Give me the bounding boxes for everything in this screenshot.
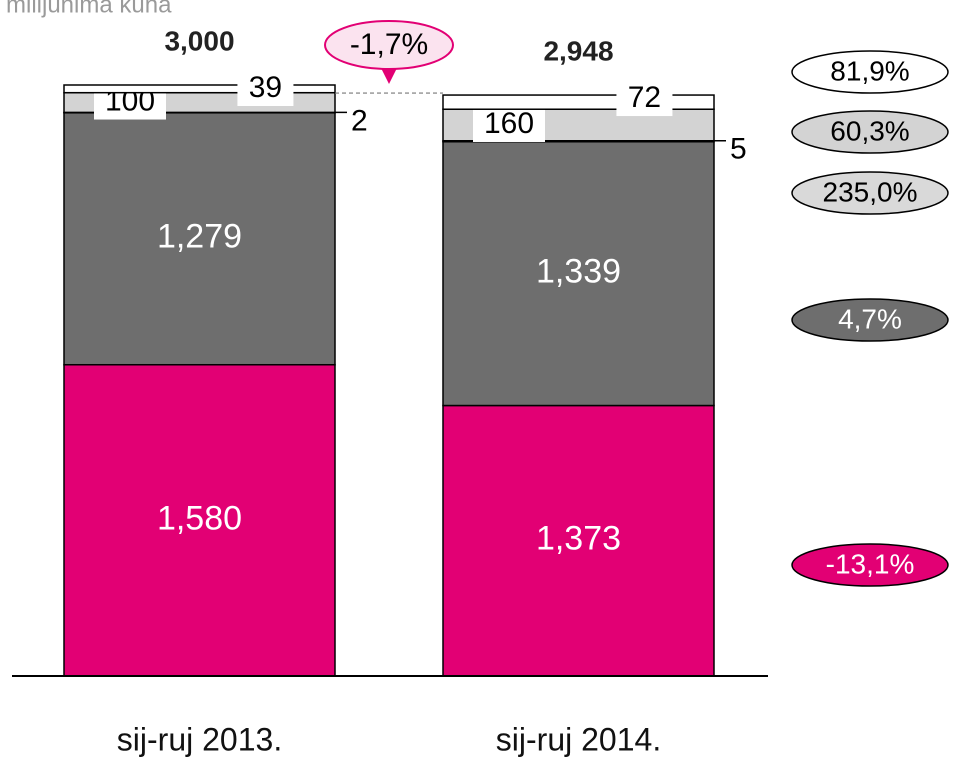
label-box <box>237 72 294 106</box>
value-label: 160 <box>484 107 534 140</box>
growth-bubble <box>791 110 949 154</box>
value-label: 1,373 <box>536 520 621 558</box>
growth-label: 4,7% <box>838 303 902 334</box>
value-label: 1,339 <box>536 253 621 291</box>
bar-segment <box>442 404 715 677</box>
bar-segment <box>63 84 336 94</box>
value-label: 2 <box>351 104 368 137</box>
subtitle: u milijunima kuna <box>0 0 172 18</box>
value-label: 1,580 <box>157 499 242 537</box>
change-bubble <box>324 20 454 70</box>
growth-bubble <box>791 50 949 94</box>
bar-segment <box>442 140 715 407</box>
growth-label: 235,0% <box>823 176 918 207</box>
bar-segment <box>63 363 336 677</box>
growth-label: 60,3% <box>830 115 909 146</box>
label-box <box>473 107 545 142</box>
growth-bubble <box>791 298 949 342</box>
value-label: 72 <box>628 81 661 114</box>
growth-label: -13,1% <box>826 548 915 579</box>
change-label: -1,7% <box>350 28 428 61</box>
value-label: 5 <box>730 133 747 166</box>
bar-segment <box>63 112 336 366</box>
bar-segment <box>442 94 715 110</box>
value-label: 39 <box>249 71 282 104</box>
growth-bubble <box>791 171 949 215</box>
value-label: 1,279 <box>157 218 242 256</box>
growth-bubble <box>791 543 949 587</box>
total-label: 2,948 <box>543 35 613 66</box>
total-label: 3,000 <box>164 25 234 56</box>
x-tick-label: sij-ruj 2013. <box>117 721 282 757</box>
label-box <box>616 82 673 117</box>
x-tick-label: sij-ruj 2014. <box>496 721 661 757</box>
growth-label: 81,9% <box>830 55 909 86</box>
